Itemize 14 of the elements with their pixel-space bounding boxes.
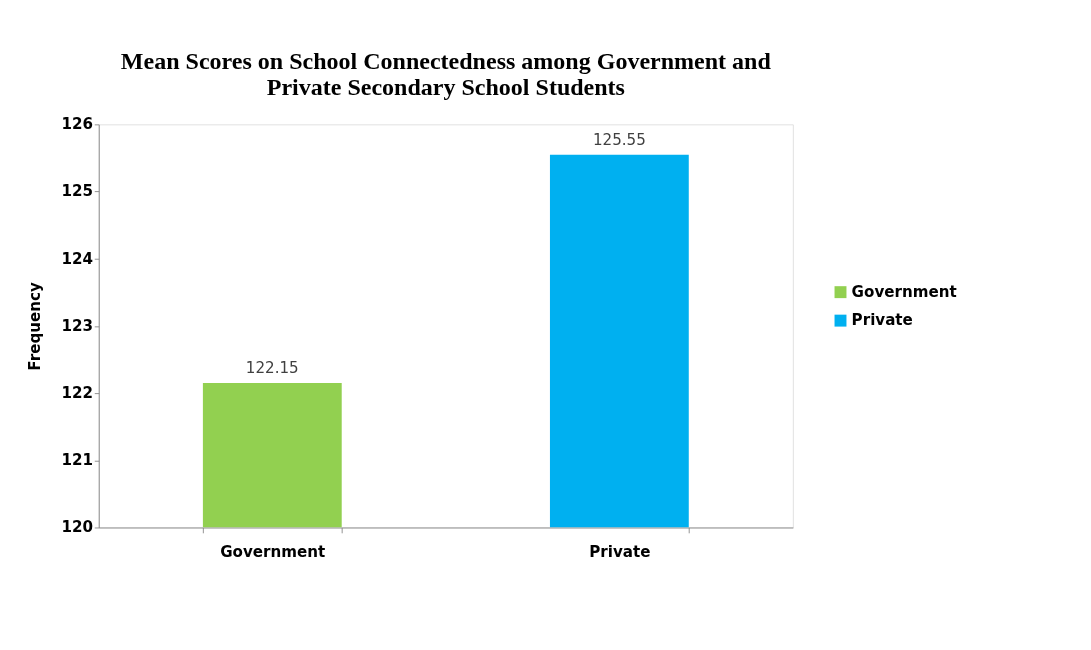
text: Private Secondary School Students [266, 74, 625, 101]
y-tick-label: 123 [61, 316, 93, 335]
y-tick-label: 122 [61, 384, 93, 403]
text: Mean Scores on School Connectedness among Government and [120, 48, 771, 75]
data-label: 122.15 [245, 359, 299, 378]
legend-label: Government [851, 282, 957, 301]
y-axis-title: Frequency [26, 282, 45, 371]
y-tick-label: 121 [61, 451, 93, 470]
legend-label: Private [851, 311, 913, 330]
y-tick-label: 124 [61, 249, 93, 268]
y-tick-label: 120 [61, 518, 93, 537]
y-tick-label: 125 [61, 182, 93, 201]
y-tick-label: 126 [61, 115, 93, 134]
data-label: 125.55 [592, 130, 646, 149]
